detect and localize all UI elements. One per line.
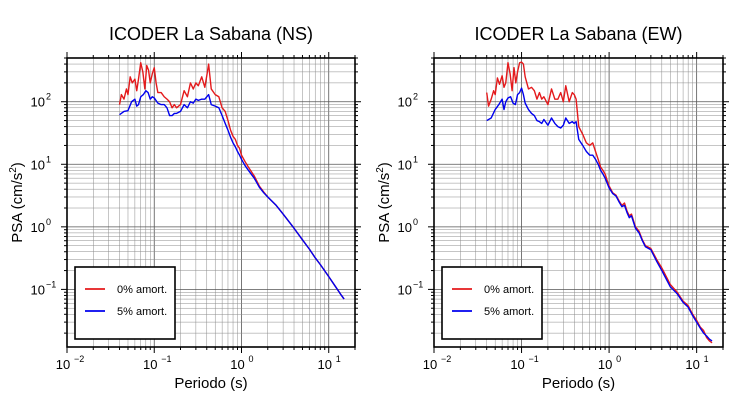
y-tick-label-exponent: 2 [413, 92, 418, 102]
x-tick-label: 10 [510, 357, 524, 372]
x-tick-label: 10 [143, 357, 157, 372]
x-tick-label-exponent: 0 [248, 354, 253, 364]
series-line-damped [119, 90, 345, 300]
y-tick-label: 10 [31, 157, 45, 172]
axis-ticks [61, 52, 361, 353]
x-tick-label-exponent: 1 [704, 354, 709, 364]
y-axis-label: PSA (cm/s2) [375, 162, 393, 243]
x-tick-label: 10 [56, 357, 70, 372]
y-tick-label: 10 [398, 157, 412, 172]
y-tick-label-exponent: −1 [413, 279, 423, 289]
x-tick-label: 10 [685, 357, 699, 372]
y-tick-label: 10 [31, 282, 45, 297]
x-tick-label-exponent: −1 [161, 354, 171, 364]
axis-ticks [428, 52, 729, 353]
y-tick-label: 10 [31, 220, 45, 235]
plot-frame [433, 57, 724, 348]
x-tick-label: 10 [423, 357, 437, 372]
x-axis-label: Periodo (s) [542, 375, 615, 392]
chart-title: ICODER La Sabana (NS) [109, 24, 313, 44]
x-tick-label: 10 [230, 357, 244, 372]
y-tick-label-exponent: 1 [46, 154, 51, 164]
x-tick-label-exponent: −1 [529, 354, 539, 364]
y-tick-label: 10 [31, 95, 45, 110]
y-tick-label: 10 [398, 220, 412, 235]
legend-box [74, 266, 176, 340]
legend-label: 5% amort. [484, 306, 534, 318]
x-tick-label: 10 [318, 357, 332, 372]
chart-title: ICODER La Sabana (EW) [474, 24, 682, 44]
y-tick-label: 10 [398, 282, 412, 297]
legend: 0% amort. 5% amort. [74, 266, 176, 340]
y-tick-label-exponent: 0 [413, 217, 418, 227]
y-tick-label-exponent: −1 [46, 279, 56, 289]
y-tick-label-exponent: 1 [413, 154, 418, 164]
x-tick-label-exponent: −2 [441, 354, 451, 364]
x-tick-label-exponent: 0 [616, 354, 621, 364]
y-tick-label-exponent: 2 [46, 92, 51, 102]
legend: 0% amort. 5% amort. [441, 266, 543, 340]
y-axis-label: PSA (cm/s2) [8, 162, 26, 243]
x-axis-label: Periodo (s) [174, 375, 247, 392]
series-line-damped [486, 87, 713, 342]
legend-label: 0% amort. [117, 284, 167, 296]
y-tick-label-exponent: 0 [46, 217, 51, 227]
y-tick-label: 10 [398, 95, 412, 110]
x-tick-label-exponent: 1 [336, 354, 341, 364]
grid [66, 57, 356, 347]
x-tick-label-exponent: −2 [74, 354, 84, 364]
series-line-undamped [118, 62, 345, 300]
plot-frame [66, 57, 356, 348]
legend-label: 5% amort. [117, 306, 167, 318]
x-tick-label: 10 [598, 357, 612, 372]
legend-box [441, 266, 543, 340]
legend-label: 0% amort. [484, 284, 534, 296]
